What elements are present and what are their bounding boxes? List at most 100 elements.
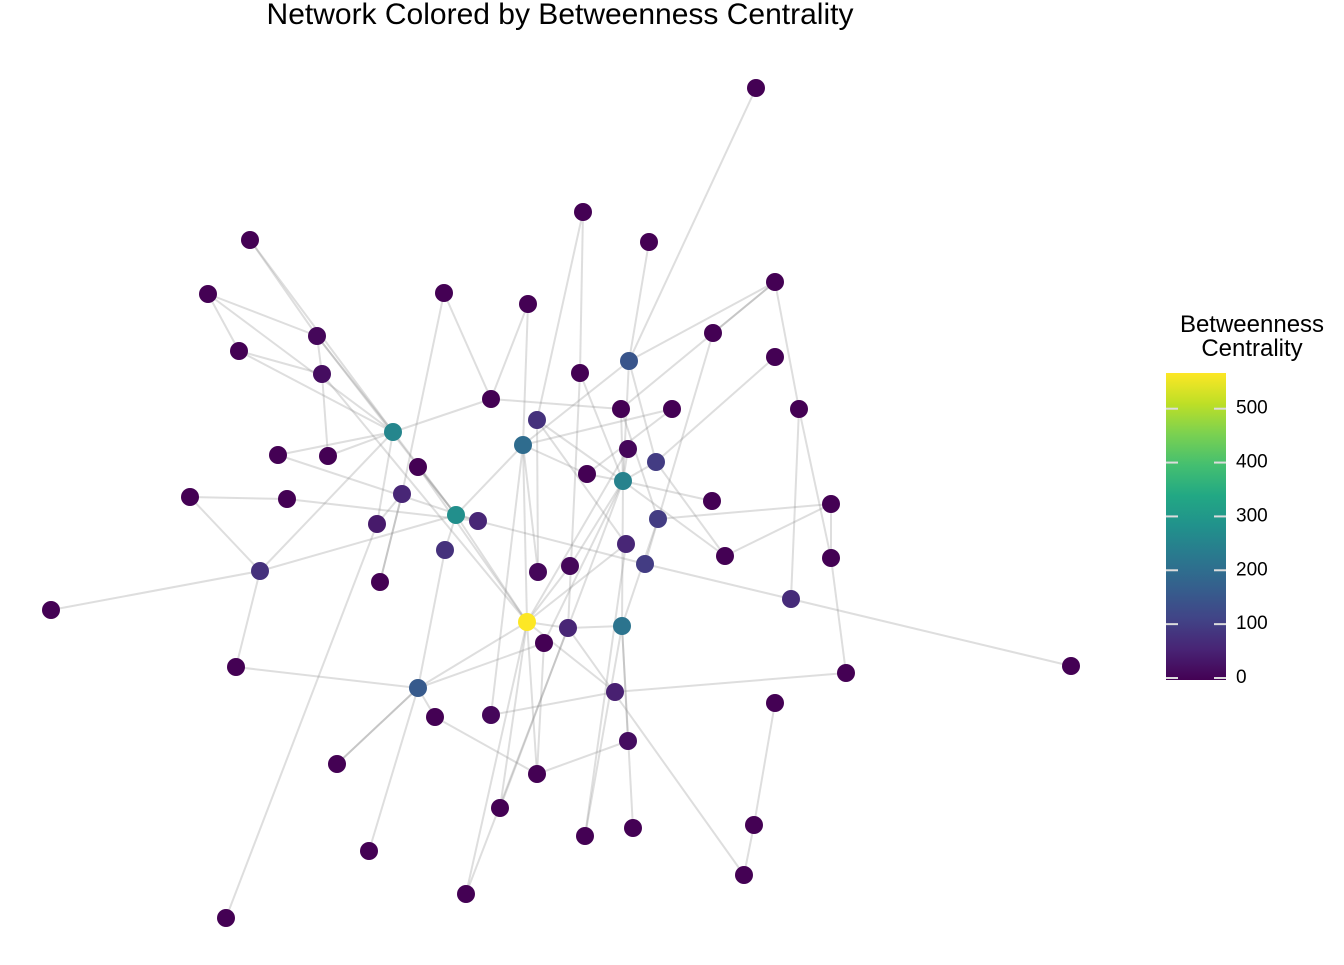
edge [526,565,571,623]
edge [417,549,446,689]
edge [316,335,394,433]
node [491,799,509,817]
edge [622,480,726,557]
edge [655,356,776,463]
node [518,613,536,631]
edge [536,419,627,545]
node [409,458,427,476]
edge [238,350,394,433]
edge [536,211,584,421]
node [436,541,454,559]
edge [238,350,323,375]
edge [392,398,492,433]
edges [50,87,1072,919]
edge [455,514,528,623]
node [42,601,60,619]
edge [235,666,419,689]
node [360,842,378,860]
edge [628,241,650,362]
node [576,827,594,845]
node [559,619,577,637]
node [393,485,411,503]
edge [522,444,539,573]
edge [584,543,627,837]
edge [277,454,479,522]
edge [455,444,524,516]
node [269,446,287,464]
edge [417,642,545,689]
edge [189,496,288,500]
edge [790,598,1072,667]
edge [465,627,569,895]
edge [434,716,538,775]
node [703,492,721,510]
nodes [42,79,1080,927]
node [617,535,635,553]
node [426,708,444,726]
node [745,816,763,834]
edge [417,621,528,689]
node [514,436,532,454]
edge [579,372,624,482]
edge [628,281,776,362]
node [766,273,784,291]
node [217,909,235,927]
node [636,555,654,573]
edge [526,543,627,623]
edge [225,523,378,919]
edge [790,408,800,600]
edge [401,292,445,495]
edge [286,498,479,522]
edge [620,281,776,410]
node [704,324,722,342]
node [181,488,199,506]
edge [753,702,776,826]
edge [526,448,629,623]
edge [621,480,624,627]
node [328,755,346,773]
node [535,634,553,652]
edge [724,503,832,557]
node [241,231,259,249]
edge [189,496,261,572]
node [409,679,427,697]
edge [50,570,261,611]
node [822,495,840,513]
edge [622,480,713,502]
edge [584,625,623,837]
node [528,765,546,783]
edge [522,408,673,446]
node [482,390,500,408]
chart-title: Network Colored by Betweenness Centralit… [267,0,854,31]
colorbar [1166,373,1226,680]
edge [622,360,630,482]
edge [621,625,629,742]
edge [392,431,457,516]
edge [628,87,757,362]
node [624,819,642,837]
edge [327,431,394,457]
node [199,285,217,303]
node [790,400,808,418]
edge [499,621,528,809]
node [384,423,402,441]
edge [567,372,581,629]
edge [379,493,403,583]
edge [526,621,538,775]
node [230,342,248,360]
node [782,590,800,608]
node [716,547,734,565]
edge [798,408,832,559]
edge [490,398,622,410]
node [368,515,386,533]
edge [259,514,457,572]
node [447,506,465,524]
edge [316,335,457,516]
edge [490,691,616,716]
edge [277,431,394,456]
edge [207,293,318,337]
edge [620,408,659,520]
node [227,658,245,676]
edge [336,687,419,765]
node [278,490,296,508]
